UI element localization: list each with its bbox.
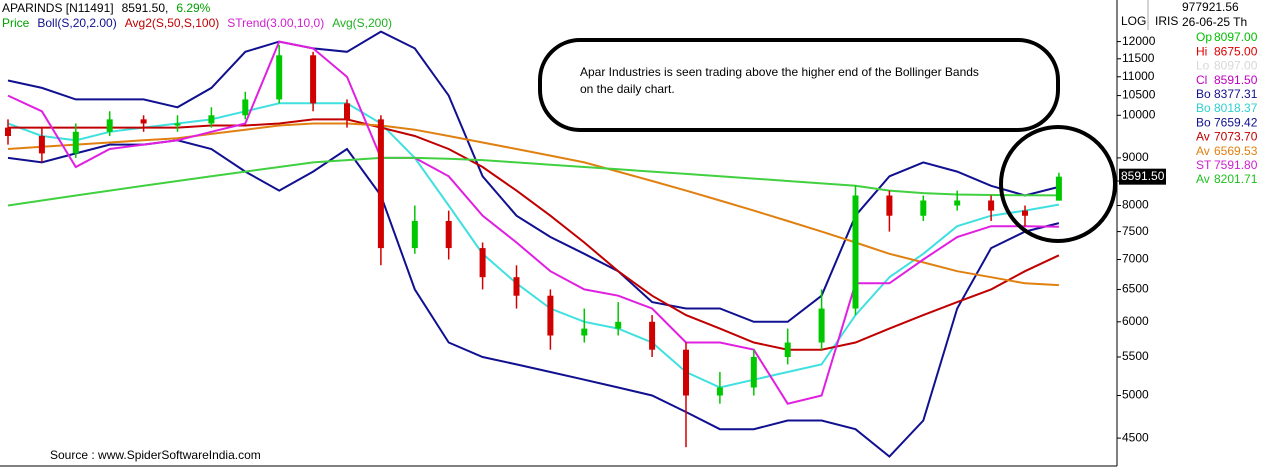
candle-body (242, 99, 249, 116)
y-tick-label: 5000 (1122, 388, 1149, 402)
y-tick-label: 5500 (1122, 349, 1149, 363)
readout-value: 8097.00 (1214, 30, 1258, 44)
candle-body (784, 342, 791, 357)
symbol: APARINDS [N11491] (2, 1, 114, 15)
price-badge: 8591.50 (1121, 169, 1165, 183)
candle-body (1055, 176, 1062, 201)
annotation-text: on the daily chart. (580, 82, 675, 96)
candle-body (208, 115, 215, 124)
readout-label: Cl (1196, 73, 1207, 87)
candle-body (547, 295, 554, 336)
readout-label: Lo (1196, 59, 1210, 73)
y-tick-label: 4500 (1122, 430, 1149, 444)
candle-body (38, 136, 45, 154)
readout-value: 8675.00 (1214, 44, 1258, 58)
y-tick-label: 6000 (1122, 314, 1149, 328)
y-tick-label: 6500 (1122, 282, 1149, 296)
candle-body (852, 195, 859, 309)
indicator-line (7, 102, 1060, 389)
candle-body (377, 119, 384, 249)
indicator-line (7, 30, 1060, 323)
candle-body (479, 248, 486, 278)
highlight-circle (999, 125, 1117, 243)
y-tick-label: 12000 (1122, 34, 1156, 48)
candle-body (615, 321, 622, 329)
candle-body (716, 387, 723, 396)
candle-body (1022, 210, 1028, 216)
candle-body (920, 200, 927, 216)
readout-label: Bo (1196, 101, 1211, 115)
readout-label: Av (1196, 130, 1210, 144)
date-readout: 26-06-25 Th (1182, 15, 1247, 29)
candle-body (344, 103, 350, 120)
candle-body (174, 123, 181, 126)
readout-value: 8201.71 (1214, 172, 1258, 186)
candle-body (750, 356, 757, 388)
readout-value: 7073.70 (1214, 130, 1258, 144)
y-tick-label: 9000 (1122, 150, 1149, 164)
readout-label: Op (1196, 30, 1212, 44)
readout-value: 6569.53 (1214, 144, 1258, 158)
indicators (7, 30, 1060, 458)
y-tick-label: 7500 (1122, 224, 1149, 238)
log-label: LOG (1121, 14, 1146, 28)
readout-label: Bo (1196, 115, 1211, 129)
change: 6.29% (176, 1, 211, 15)
y-tick-label: 11500 (1122, 51, 1155, 65)
readout-label: ST (1196, 158, 1212, 172)
candle-body (5, 127, 11, 137)
readout-label: Bo (1196, 87, 1211, 101)
annotation-box (538, 38, 1060, 132)
candle-body (988, 200, 995, 211)
legend-entry: Avg(S,200) (332, 16, 393, 30)
indicator-line (7, 156, 1059, 207)
readout-label: Av (1196, 172, 1210, 186)
candle-body (72, 131, 79, 154)
candle-body (106, 119, 113, 132)
readout-value: 7659.42 (1214, 115, 1258, 129)
candle-body (445, 220, 452, 249)
readout-value: 7591.80 (1214, 158, 1258, 172)
last-price: 8591.50, (121, 1, 169, 15)
candle-body (581, 328, 588, 336)
iris-label: IRIS (1155, 14, 1178, 28)
indicator-line (7, 122, 1059, 287)
source-text: Source : www.SpiderSoftwareIndia.com (50, 448, 261, 462)
readout-value: 8097.00 (1214, 59, 1258, 73)
readout-label: Av (1196, 144, 1210, 158)
legend-entry: Price (2, 16, 30, 30)
header-line: APARINDS [N11491] 8591.50, 6.29% (2, 1, 218, 15)
indicator-line (7, 139, 1060, 458)
y-tick-label: 11000 (1122, 69, 1155, 83)
y-tick-label: 7000 (1122, 252, 1149, 266)
candle-body (818, 308, 825, 343)
y-tick-label: 8000 (1122, 198, 1149, 212)
volume-readout: 977921.56 (1182, 0, 1239, 14)
legend-entry: Avg2(S,50,S,100) (124, 16, 220, 30)
y-tick-label: 10500 (1122, 88, 1156, 102)
candle-body (649, 321, 656, 350)
legend-entry: Boll(S,20,2.00) (37, 16, 117, 30)
legend-entry: STrend(3.00,10,0) (227, 16, 325, 30)
candle-body (276, 55, 283, 100)
readout-label: Hi (1196, 44, 1207, 58)
candle-body (954, 200, 961, 206)
y-tick-label: 10000 (1122, 107, 1156, 121)
price-badge-bg (1119, 168, 1166, 185)
candle-body (140, 119, 147, 124)
annotation-text: Apar Industries is seen trading above th… (580, 65, 979, 79)
indicator-legend: Price Boll(S,20,2.00) Avg2(S,50,S,100) STre… (2, 16, 400, 30)
readout-value: 8591.50 (1214, 73, 1258, 87)
indicator-line (8, 118, 1060, 351)
readout-value: 8377.31 (1214, 87, 1258, 101)
indicator-line (7, 40, 1059, 405)
candle-body (411, 220, 418, 249)
readout-value: 8018.37 (1214, 101, 1258, 115)
candle-body (683, 349, 689, 396)
candle-body (886, 195, 893, 216)
candle-body (310, 55, 317, 104)
candle-body (513, 277, 520, 296)
